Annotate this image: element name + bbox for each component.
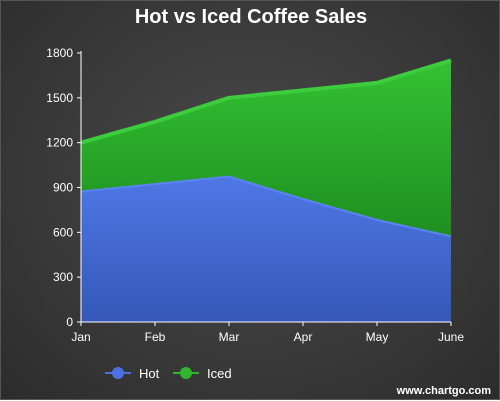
y-tick-label: 300 — [53, 270, 73, 284]
legend-item-hot[interactable]: Hot — [105, 366, 160, 381]
x-tick-label: Feb — [145, 330, 166, 344]
legend-label: Hot — [139, 366, 160, 381]
y-tick-label: 600 — [53, 225, 73, 239]
y-tick-label: 1200 — [46, 136, 73, 150]
legend-marker-icon — [180, 367, 192, 379]
y-tick-label: 1500 — [46, 91, 73, 105]
x-tick-label: Apr — [294, 330, 313, 344]
legend-item-iced[interactable]: Iced — [173, 366, 232, 381]
x-tick-label: Jan — [71, 330, 90, 344]
y-tick-label: 900 — [53, 181, 73, 195]
legend: Hot Iced — [105, 366, 232, 381]
legend-marker-icon — [112, 367, 124, 379]
watermark-text: www.chartgo.com — [396, 385, 492, 397]
legend-label: Iced — [207, 366, 232, 381]
y-tick-label: 1800 — [46, 46, 73, 60]
x-tick-label: May — [366, 330, 389, 344]
plot-area — [81, 60, 451, 322]
y-tick-label: 0 — [66, 315, 73, 329]
x-tick-label: June — [438, 330, 464, 344]
x-tick-label: Mar — [219, 330, 240, 344]
chart-title: Hot vs Iced Coffee Sales — [135, 6, 367, 28]
